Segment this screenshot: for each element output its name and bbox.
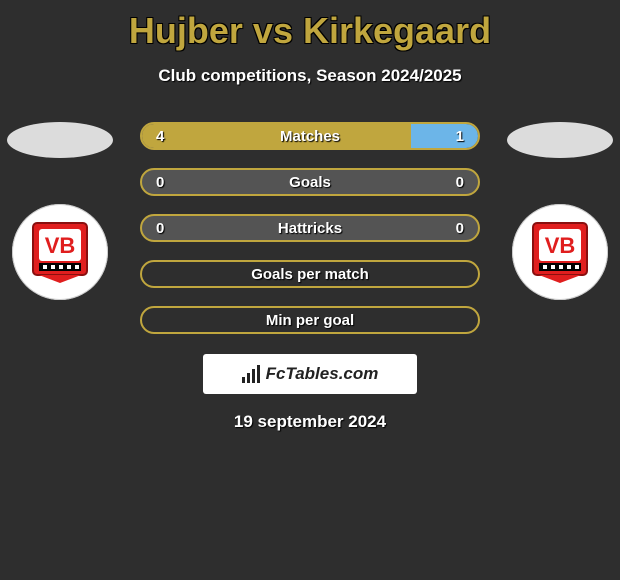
player-silhouette-right [507,122,613,158]
brand-text: FcTables.com [266,364,379,384]
club-logo-icon: VB [27,219,93,285]
stat-row: Min per goal [140,306,480,334]
stat-row: 00Goals [140,168,480,196]
stat-row: Goals per match [140,260,480,288]
club-badge-right: VB [512,204,608,300]
club-logo-icon: VB [527,219,593,285]
svg-text:VB: VB [545,233,576,258]
page-title: Hujber vs Kirkegaard [0,0,620,52]
player-silhouette-left [7,122,113,158]
stat-label: Matches [142,128,478,145]
brand-badge: FcTables.com [203,354,417,394]
stat-bars: 41Matches 00Goals 00Hattricks Goals per mat… [140,122,480,334]
comparison-panel: VB VB [0,122,620,432]
player-left-slot: VB [0,122,120,300]
chart-icon [242,365,260,383]
stat-row: 00Hattricks [140,214,480,242]
club-badge-left: VB [12,204,108,300]
stat-label: Goals [142,174,478,191]
stat-label: Hattricks [142,220,478,237]
stat-label: Goals per match [142,266,478,283]
svg-text:VB: VB [45,233,76,258]
stat-row: 41Matches [140,122,480,150]
subtitle: Club competitions, Season 2024/2025 [0,66,620,86]
stat-label: Min per goal [142,312,478,329]
footer-date: 19 september 2024 [0,412,620,432]
player-right-slot: VB [500,122,620,300]
